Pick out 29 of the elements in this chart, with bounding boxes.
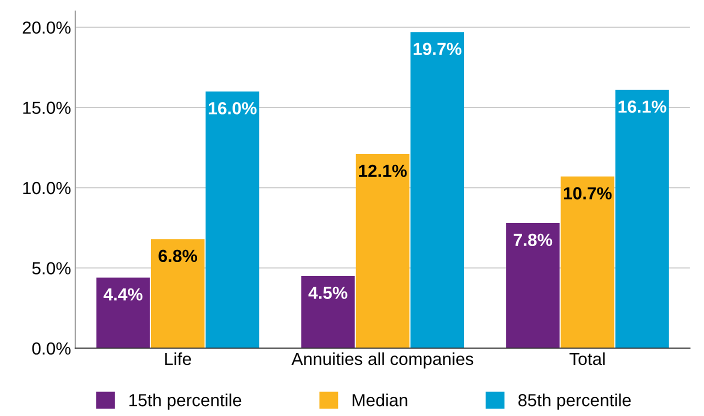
data-label: 19.7% (414, 42, 462, 56)
data-label: 16.0% (208, 102, 257, 114)
bar (96, 278, 150, 348)
y-tick-label: 15.0% (23, 102, 71, 114)
legend-label: 15th percentile (129, 394, 242, 410)
x-tick-label: Life (165, 352, 191, 366)
bar (150, 239, 205, 348)
legend-label: Median (352, 394, 408, 406)
data-label: 7.8% (514, 234, 552, 246)
y-tick-label: 10.0% (23, 182, 71, 194)
bar (615, 90, 669, 348)
y-tick-label: 5.0% (32, 262, 71, 274)
bar (356, 154, 410, 348)
x-tick-label: Annuities all companies (291, 352, 474, 369)
data-label: 6.8% (158, 250, 198, 262)
data-label: 4.4% (104, 288, 142, 301)
x-tick-label: Total (570, 352, 605, 366)
bar (560, 176, 614, 348)
bar (506, 223, 560, 348)
bar (301, 276, 355, 348)
bar (410, 32, 464, 348)
y-tick-label: 20.0% (22, 21, 71, 34)
bar (206, 91, 260, 348)
y-tick-label: 0.0% (32, 342, 71, 355)
legend-label: 85th percentile (518, 394, 631, 410)
data-label: 4.5% (308, 286, 348, 299)
data-label: 12.1% (359, 164, 407, 177)
data-label: 10.7% (564, 187, 612, 200)
data-label: 16.1% (618, 100, 666, 113)
